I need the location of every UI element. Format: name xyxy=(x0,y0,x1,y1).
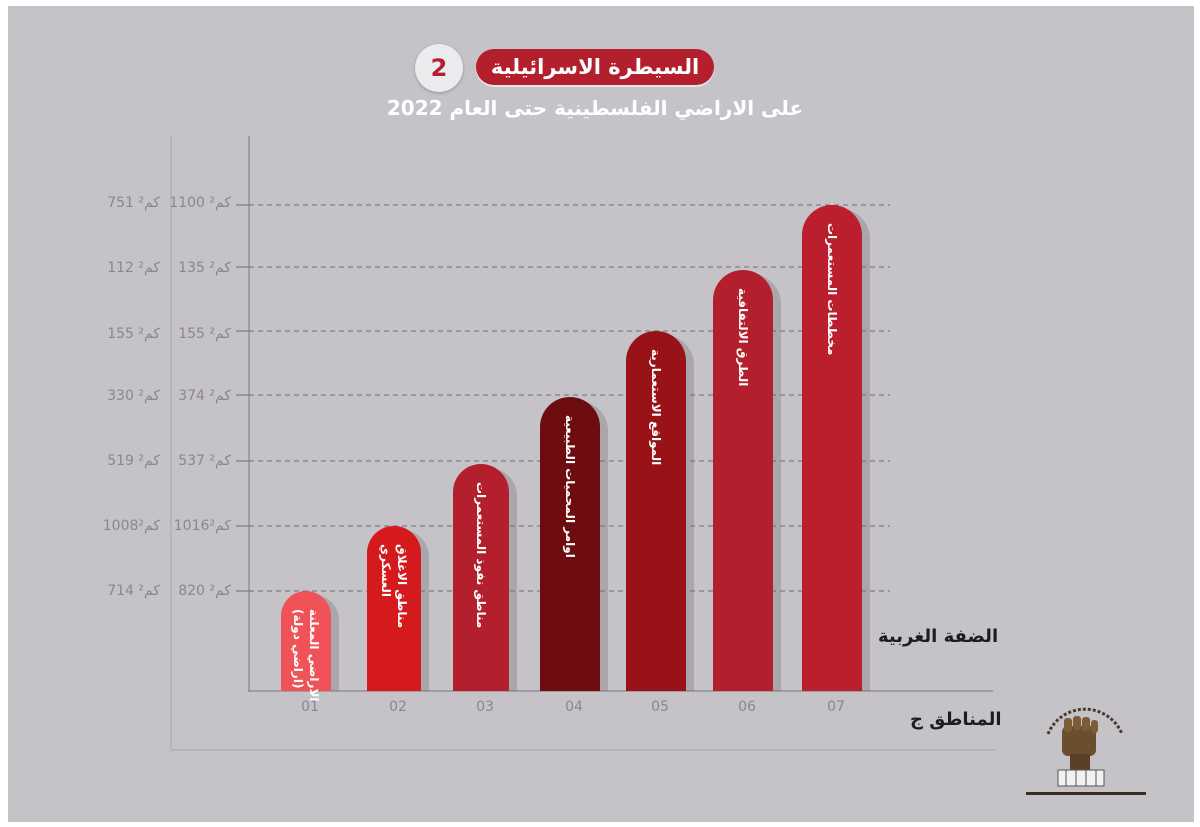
bar-label: مناطق الاغلاقالعسكري xyxy=(379,544,409,628)
west-bank-tick-label: 537 كم² xyxy=(178,453,231,469)
bar xyxy=(626,331,686,691)
infographic-background xyxy=(8,6,1194,822)
area-c-tick-label: 519 كم² xyxy=(107,453,160,469)
area-c-tick-labels: 751 كم² 112 كم² 155 كم² 330 كم² 519 كم² 1008ك… xyxy=(103,195,161,599)
bar-label: اوامر المحميات الطبيعية xyxy=(562,415,577,558)
fist-logo xyxy=(1026,707,1146,795)
area-c-tick-label: 112 كم² xyxy=(107,260,160,276)
chart-subtitle: على الاراضي الفلسطينية حتى العام 2022 xyxy=(386,96,804,120)
category-labels: 01 02 03 04 05 06 07 xyxy=(301,699,845,715)
bar xyxy=(281,591,331,691)
bar-label: الاراضي المعلنة(اراضي دولة) xyxy=(290,609,321,702)
category-label: 05 xyxy=(651,699,669,715)
category-label: 06 xyxy=(738,699,756,715)
area-c-tick-label: 330 كم² xyxy=(107,388,160,404)
area-c-tick-label: 714 كم² xyxy=(107,583,160,599)
chart-title: السيطرة الاسرائيلية xyxy=(476,49,714,85)
category-label: 02 xyxy=(389,699,407,715)
west-bank-tick-label: 374 كم² xyxy=(178,388,231,404)
gridlines xyxy=(236,204,890,592)
bar xyxy=(540,397,600,691)
bars: الاراضي المعلنة(اراضي دولة) مناطق الاغلاق… xyxy=(281,205,870,702)
bar-label: المواقع الاستعمارية xyxy=(648,349,663,465)
bar-label: مخططات المستعمرات xyxy=(825,223,839,355)
area-c-label: المناطق ج xyxy=(910,709,1002,730)
category-label: 07 xyxy=(827,699,845,715)
category-label: 04 xyxy=(565,699,583,715)
bar-label: مناطق نفوذ المستعمرات xyxy=(473,482,488,628)
bar xyxy=(713,270,773,691)
bar-label: الطرق الالتفافية xyxy=(736,288,750,386)
west-bank-tick-label: 1016كم² xyxy=(174,518,232,534)
bar xyxy=(802,205,862,691)
bar xyxy=(367,526,421,691)
west-bank-label: الضفة الغربية xyxy=(878,626,999,647)
area-c-tick-label: 155 كم² xyxy=(107,326,160,342)
area-c-tick-label: 1008كم² xyxy=(103,518,161,534)
west-bank-tick-label: 1100 كم² xyxy=(169,195,231,211)
west-bank-tick-label: 155 كم² xyxy=(178,326,231,342)
west-bank-tick-labels: 1100 كم² 135 كم² 155 كم² 374 كم² 537 كم² 1016… xyxy=(169,195,231,599)
category-label: 01 xyxy=(301,699,319,715)
bar xyxy=(453,464,509,691)
number-badge: 2 xyxy=(415,44,463,92)
category-label: 03 xyxy=(476,699,494,715)
west-bank-tick-label: 135 كم² xyxy=(178,260,231,276)
area-c-tick-label: 751 كم² xyxy=(107,195,160,211)
west-bank-tick-label: 820 كم² xyxy=(178,583,231,599)
